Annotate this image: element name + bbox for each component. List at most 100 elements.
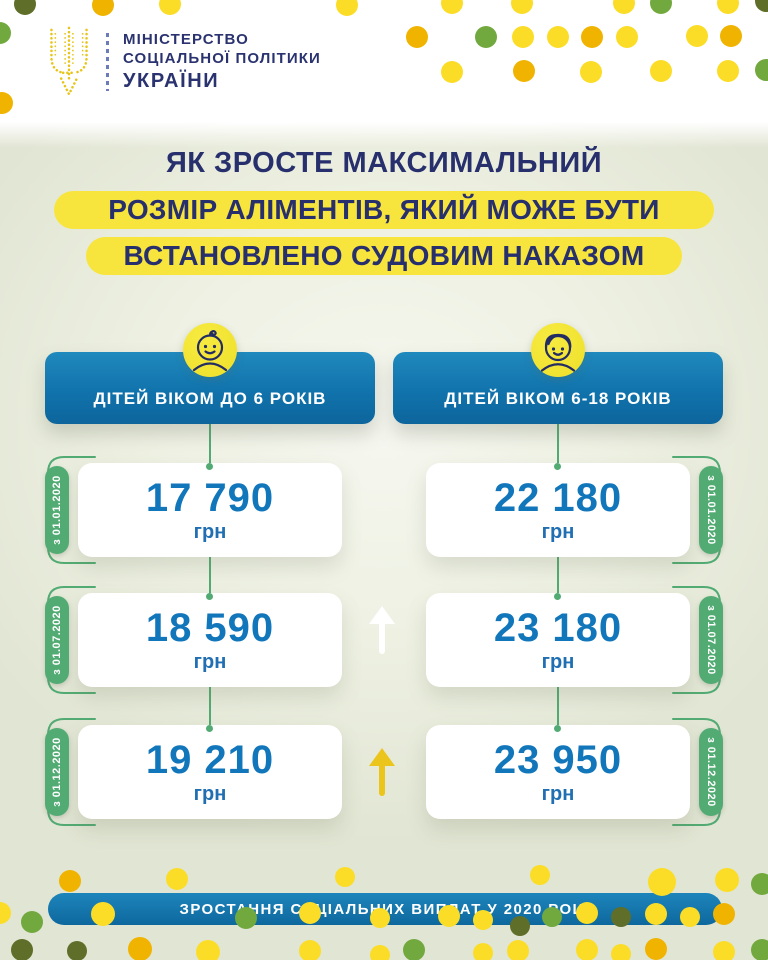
date-badge-label: з 01.12.2020 (705, 737, 718, 807)
connector-line (209, 687, 211, 731)
decorative-dot (580, 61, 602, 83)
decorative-dot (441, 61, 463, 83)
connector-dot (206, 593, 213, 600)
date-badge: з 01.01.2020 (699, 466, 723, 554)
logo-divider (106, 33, 109, 91)
ministry-name: МІНІСТЕРСТВО СОЦІАЛЬНОЇ ПОЛІТИКИ УКРАЇНИ (123, 30, 321, 94)
decorative-dot (542, 907, 562, 927)
date-badge: з 01.12.2020 (45, 728, 69, 816)
decorative-dot (510, 916, 530, 936)
currency-label: грн (193, 651, 227, 673)
decorative-dot (0, 92, 13, 114)
decorative-dot (717, 60, 739, 82)
date-badge: з 01.12.2020 (699, 728, 723, 816)
amount-value: 17 790 (145, 476, 275, 520)
growth-arrow-gold-icon (369, 748, 395, 796)
decorative-dot (611, 944, 631, 960)
decorative-dot (511, 0, 533, 14)
decorative-dot (512, 26, 534, 48)
decorative-dot (751, 873, 768, 895)
decorative-dot (370, 908, 390, 928)
decorative-dot (751, 939, 768, 960)
decorative-dot (336, 0, 358, 16)
amount-value: 18 590 (145, 606, 275, 650)
ministry-name-line: УКРАЇНИ (123, 70, 220, 92)
decorative-dot (650, 0, 672, 14)
amount-value: 22 180 (493, 476, 623, 520)
ministry-name-line: СОЦІАЛЬНОЇ ПОЛІТИКИ (123, 50, 321, 67)
decorative-dot (91, 902, 115, 926)
decorative-dot (441, 0, 463, 14)
decorative-dot (650, 60, 672, 82)
decorative-dot (576, 939, 598, 960)
value-card: 22 180 грн (426, 463, 690, 557)
date-badge-label: з 01.01.2020 (51, 475, 64, 545)
decorative-dot (159, 0, 181, 15)
trident-logo-icon (50, 26, 88, 97)
decorative-dot (648, 868, 676, 896)
decorative-dot (755, 59, 768, 81)
title-line-3-highlight: ВСТАНОВЛЕНО СУДОВИМ НАКАЗОМ (86, 237, 682, 275)
currency-label: грн (193, 783, 227, 805)
connector-line (557, 687, 559, 731)
currency-label: грн (193, 521, 227, 543)
connector-line (209, 424, 211, 467)
decorative-dot (547, 26, 569, 48)
decorative-dot (67, 941, 87, 960)
decorative-dot (616, 26, 638, 48)
decorative-dot (686, 25, 708, 47)
decorative-dot (475, 26, 497, 48)
amount-value: 23 950 (493, 738, 623, 782)
decorative-dot (14, 0, 36, 15)
amount-value: 19 210 (145, 738, 275, 782)
decorative-dot (645, 938, 667, 960)
decorative-dot (713, 941, 735, 960)
decorative-dot (715, 868, 739, 892)
decorative-dot (438, 905, 460, 927)
value-card: 17 790 грн (78, 463, 342, 557)
column-header-6-18: ДІТЕЙ ВІКОМ 6-18 РОКІВ (393, 352, 723, 424)
decorative-dot (755, 0, 768, 12)
decorative-dot (473, 943, 493, 960)
decorative-dot (299, 940, 321, 960)
value-card: 23 950 грн (426, 725, 690, 819)
decorative-dot (59, 870, 81, 892)
date-badge: з 01.01.2020 (45, 466, 69, 554)
decorative-dot (335, 867, 355, 887)
decorative-dot (166, 868, 188, 890)
decorative-dot (581, 26, 603, 48)
decorative-dot (370, 945, 390, 960)
decorative-dot (680, 907, 700, 927)
connector-line (557, 424, 559, 467)
connector-dot (554, 593, 561, 600)
decorative-dot (507, 940, 529, 960)
decorative-dot (613, 0, 635, 14)
decorative-dot (11, 939, 33, 960)
decorative-dot (21, 911, 43, 933)
connector-dot (206, 463, 213, 470)
decorative-dot (645, 903, 667, 925)
connector-line (209, 557, 211, 599)
connector-dot (554, 725, 561, 732)
decorative-dot (0, 22, 11, 44)
decorative-dot (530, 865, 550, 885)
ministry-name-line: МІНІСТЕРСТВО (123, 31, 249, 48)
growth-arrow-white-icon (369, 606, 395, 654)
decorative-dot (720, 25, 742, 47)
connector-line (557, 557, 559, 599)
currency-label: грн (541, 783, 575, 805)
decorative-dot (717, 0, 739, 14)
amount-value: 23 180 (493, 606, 623, 650)
date-badge: з 01.07.2020 (699, 596, 723, 684)
decorative-dot (235, 907, 257, 929)
decorative-dot (406, 26, 428, 48)
value-card: 19 210 грн (78, 725, 342, 819)
decorative-dot (403, 939, 425, 960)
decorative-dot (0, 902, 11, 924)
decorative-dot (92, 0, 114, 16)
date-badge: з 01.07.2020 (45, 596, 69, 684)
ministry-header: МІНІСТЕРСТВО СОЦІАЛЬНОЇ ПОЛІТИКИ УКРАЇНИ (40, 24, 321, 100)
decorative-dot (299, 902, 321, 924)
currency-label: грн (541, 651, 575, 673)
